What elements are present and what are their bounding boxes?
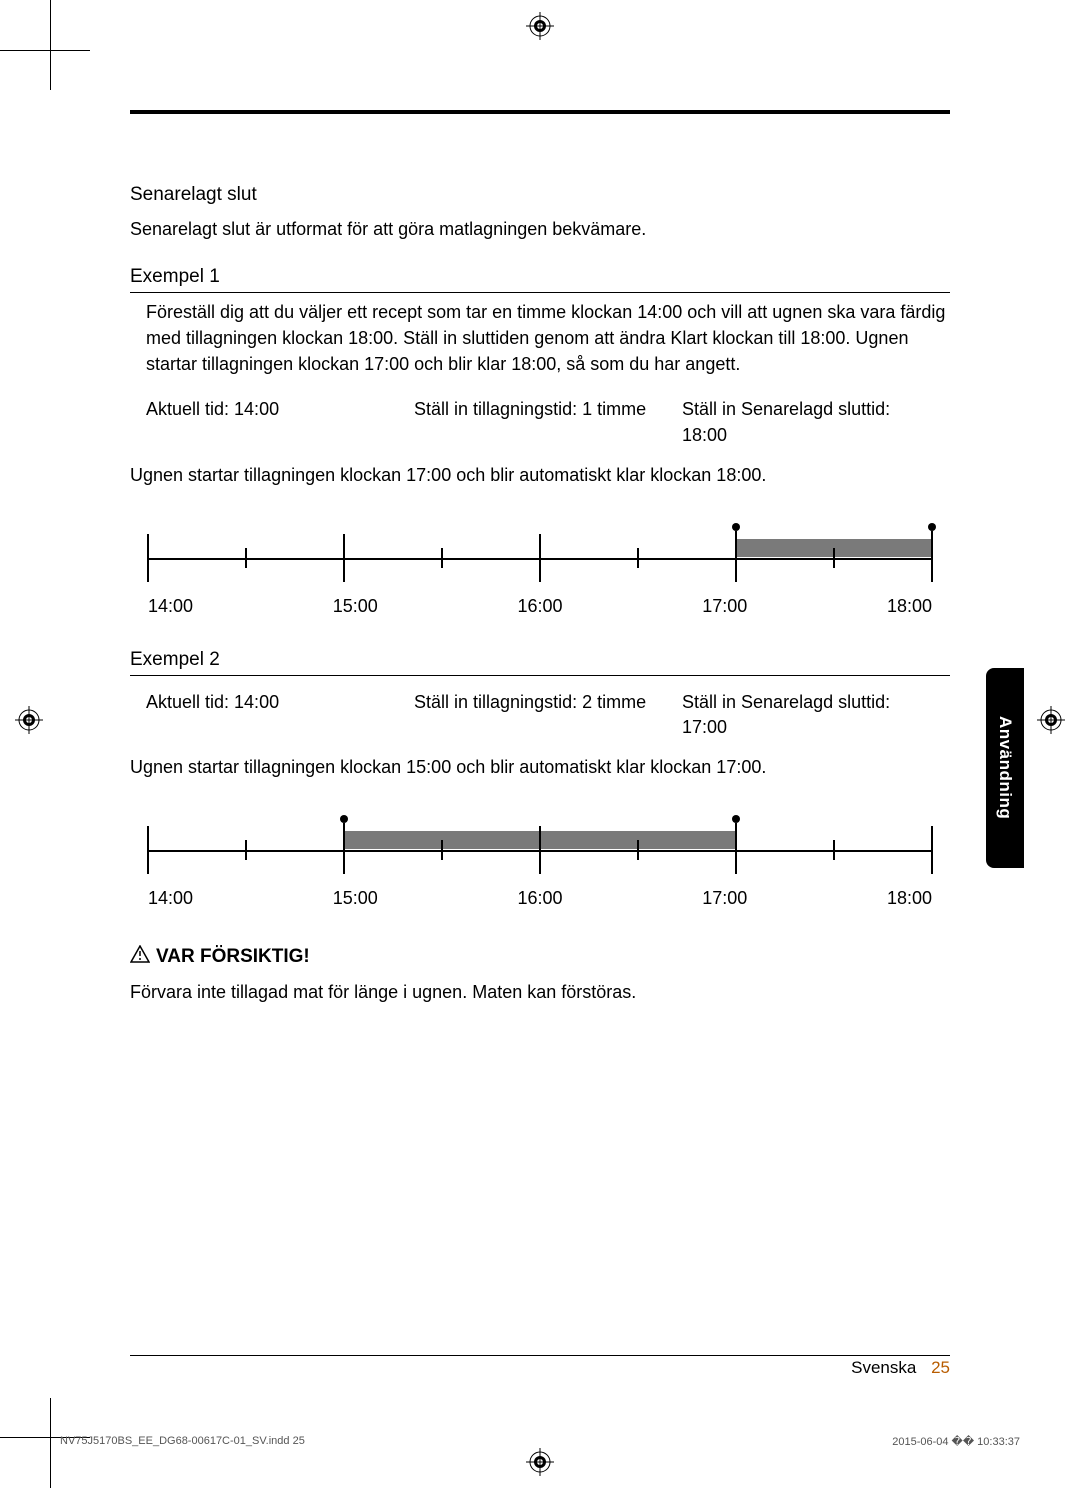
example1-timeline: 14:00 15:00 16:00 17:00 18:00: [130, 508, 950, 625]
timeline-tick: [833, 548, 835, 568]
timeline-label: 18:00: [887, 888, 932, 909]
timeline-tick: [245, 548, 247, 568]
timeline-marker-dot: [928, 523, 936, 531]
timeline-tick: [539, 534, 541, 582]
registration-mark-icon: [526, 1448, 554, 1476]
footer-page-number: 25: [931, 1358, 950, 1377]
timeline-label: 17:00: [702, 888, 747, 909]
timeline-marker-dot: [732, 523, 740, 531]
ex1-cook-time: Ställ in tillagningstid: 1 timme: [414, 397, 682, 447]
timeline-label: 15:00: [333, 596, 378, 617]
warning-icon: [130, 945, 150, 969]
timeline-label: 15:00: [333, 888, 378, 909]
caution-text: Förvara inte tillagad mat för länge i ug…: [130, 979, 950, 1005]
timeline-tick: [833, 840, 835, 860]
timeline-label: 18:00: [887, 596, 932, 617]
timeline-tick: [637, 840, 639, 860]
ex2-cook-time: Ställ in tillagningstid: 2 timme: [414, 690, 682, 740]
example2-params: Aktuell tid: 14:00 Ställ in tillagningst…: [130, 690, 950, 740]
example2-heading: Exempel 2: [130, 649, 950, 676]
timeline-tick: [147, 826, 149, 874]
ex2-current-time: Aktuell tid: 14:00: [146, 690, 414, 740]
timeline-label: 17:00: [702, 596, 747, 617]
timeline-tick: [343, 534, 345, 582]
timeline-label: 14:00: [148, 596, 193, 617]
registration-mark-icon: [15, 706, 43, 734]
caution-label: VAR FÖRSIKTIG!: [156, 946, 310, 968]
timeline-marker-dot: [732, 815, 740, 823]
timeline-tick: [931, 534, 933, 582]
print-date: 2015-06-04 �� 10:33:37: [892, 1435, 1020, 1448]
crop-mark: [50, 1398, 51, 1488]
timeline-marker-stem: [735, 823, 737, 831]
ex1-current-time: Aktuell tid: 14:00: [146, 397, 414, 447]
footer-language: Svenska: [851, 1358, 916, 1377]
ex1-end-time: Ställ in Senarelagd sluttid: 18:00: [682, 397, 950, 447]
timeline-marker-stem: [931, 531, 933, 539]
timeline-tick: [637, 548, 639, 568]
timeline-tick: [147, 534, 149, 582]
print-file: NV75J5170BS_EE_DG68-00617C-01_SV.indd 25: [60, 1435, 305, 1448]
timeline-tick: [343, 826, 345, 874]
crop-mark: [0, 50, 90, 51]
section-intro: Senarelagt slut är utformat för att göra…: [130, 216, 950, 242]
page-footer: Svenska 25: [130, 1355, 950, 1378]
caution-heading: VAR FÖRSIKTIG!: [130, 945, 950, 969]
timeline-tick: [735, 534, 737, 582]
top-rule: [130, 110, 950, 114]
registration-mark-icon: [1037, 706, 1065, 734]
page-content: Senarelagt slut Senarelagt slut är utfor…: [130, 110, 950, 1025]
print-info: NV75J5170BS_EE_DG68-00617C-01_SV.indd 25…: [60, 1435, 1020, 1448]
timeline-tick: [539, 826, 541, 874]
timeline-label: 16:00: [517, 888, 562, 909]
timeline-label: 14:00: [148, 888, 193, 909]
example1-heading: Exempel 1: [130, 266, 950, 293]
example1-result: Ugnen startar tillagningen klockan 17:00…: [130, 462, 950, 488]
section-title: Senarelagt slut: [130, 184, 950, 206]
crop-mark: [50, 0, 51, 90]
example1-params: Aktuell tid: 14:00 Ställ in tillagningst…: [130, 397, 950, 447]
ex2-end-time: Ställ in Senarelagd sluttid: 17:00: [682, 690, 950, 740]
timeline-tick: [931, 826, 933, 874]
timeline-label: 16:00: [517, 596, 562, 617]
example2-result: Ugnen startar tillagningen klockan 15:00…: [130, 754, 950, 780]
registration-mark-icon: [526, 12, 554, 40]
timeline-tick: [245, 840, 247, 860]
timeline-tick: [441, 840, 443, 860]
timeline-tick: [735, 826, 737, 874]
timeline-marker-stem: [343, 823, 345, 831]
timeline-marker-dot: [340, 815, 348, 823]
example1-body: Föreställ dig att du väljer ett recept s…: [130, 299, 950, 377]
example2-timeline: 14:00 15:00 16:00 17:00 18:00: [130, 800, 950, 917]
timeline-tick: [441, 548, 443, 568]
timeline-marker-stem: [735, 531, 737, 539]
side-tab: Användning: [986, 668, 1024, 868]
